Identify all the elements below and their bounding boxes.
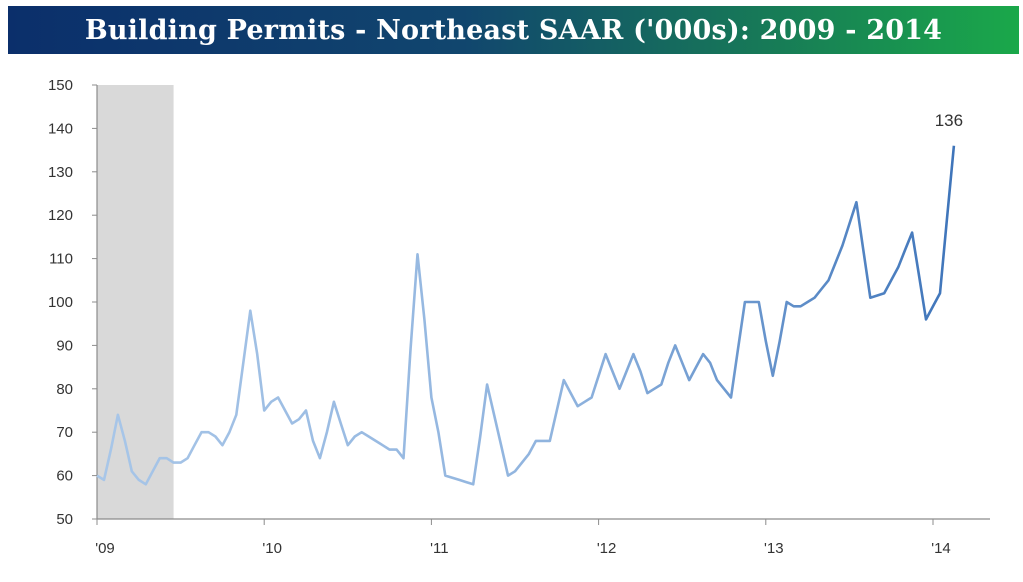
x-tick-label: '09 bbox=[95, 540, 115, 557]
x-axis: '09 '10 '11 '12 '13 '14 bbox=[95, 518, 990, 557]
annotations: 136 bbox=[935, 111, 963, 130]
y-tick-label: 50 bbox=[56, 511, 73, 528]
x-tick-label: '11 bbox=[430, 540, 448, 557]
y-tick-label: 90 bbox=[56, 337, 73, 354]
chart-title: Building Permits - Northeast SAAR ('000s… bbox=[84, 14, 943, 46]
y-tick-label: 80 bbox=[56, 381, 73, 398]
x-tick-label: '12 bbox=[597, 540, 617, 557]
recession-shading bbox=[97, 85, 174, 519]
x-tick-label: '13 bbox=[764, 540, 784, 557]
y-tick-label: 70 bbox=[56, 424, 73, 441]
chart-title-banner: Building Permits - Northeast SAAR ('000s… bbox=[8, 6, 1019, 54]
y-axis: 50 60 70 80 90 100 110 120 130 140 150 bbox=[48, 77, 98, 528]
y-tick-label: 130 bbox=[48, 164, 73, 181]
y-tick-label: 140 bbox=[48, 120, 73, 137]
y-tick-label: 150 bbox=[48, 77, 73, 94]
y-tick-label: 110 bbox=[49, 251, 73, 268]
data-points bbox=[96, 145, 954, 485]
y-tick-label: 120 bbox=[48, 207, 73, 224]
y-tick-label: 100 bbox=[48, 294, 73, 311]
peak-value-label: 136 bbox=[935, 111, 963, 130]
x-tick-label: '14 bbox=[931, 540, 951, 557]
x-tick-label: '10 bbox=[262, 540, 282, 557]
series-line bbox=[96, 145, 956, 486]
y-tick-label: 60 bbox=[56, 468, 73, 485]
